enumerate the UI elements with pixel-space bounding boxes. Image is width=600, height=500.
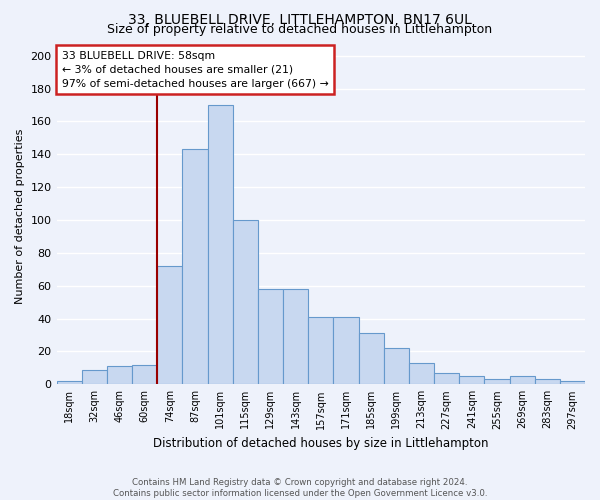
Bar [509, 376, 535, 384]
Y-axis label: Number of detached properties: Number of detached properties [15, 128, 25, 304]
Bar [560, 381, 585, 384]
Bar [283, 289, 308, 384]
X-axis label: Distribution of detached houses by size in Littlehampton: Distribution of detached houses by size … [153, 437, 488, 450]
Bar [409, 363, 434, 384]
Text: 33, BLUEBELL DRIVE, LITTLEHAMPTON, BN17 6UL: 33, BLUEBELL DRIVE, LITTLEHAMPTON, BN17 … [128, 12, 472, 26]
Bar [258, 289, 283, 384]
Bar [132, 364, 157, 384]
Bar [434, 373, 459, 384]
Bar [56, 381, 82, 384]
Bar [107, 366, 132, 384]
Text: Size of property relative to detached houses in Littlehampton: Size of property relative to detached ho… [107, 22, 493, 36]
Bar [208, 105, 233, 384]
Text: Contains HM Land Registry data © Crown copyright and database right 2024.
Contai: Contains HM Land Registry data © Crown c… [113, 478, 487, 498]
Bar [535, 380, 560, 384]
Bar [334, 317, 359, 384]
Bar [308, 317, 334, 384]
Bar [459, 376, 484, 384]
Bar [383, 348, 409, 385]
Text: 33 BLUEBELL DRIVE: 58sqm
← 3% of detached houses are smaller (21)
97% of semi-de: 33 BLUEBELL DRIVE: 58sqm ← 3% of detache… [62, 51, 329, 89]
Bar [182, 150, 208, 384]
Bar [484, 380, 509, 384]
Bar [233, 220, 258, 384]
Bar [157, 266, 182, 384]
Bar [82, 370, 107, 384]
Bar [359, 334, 383, 384]
